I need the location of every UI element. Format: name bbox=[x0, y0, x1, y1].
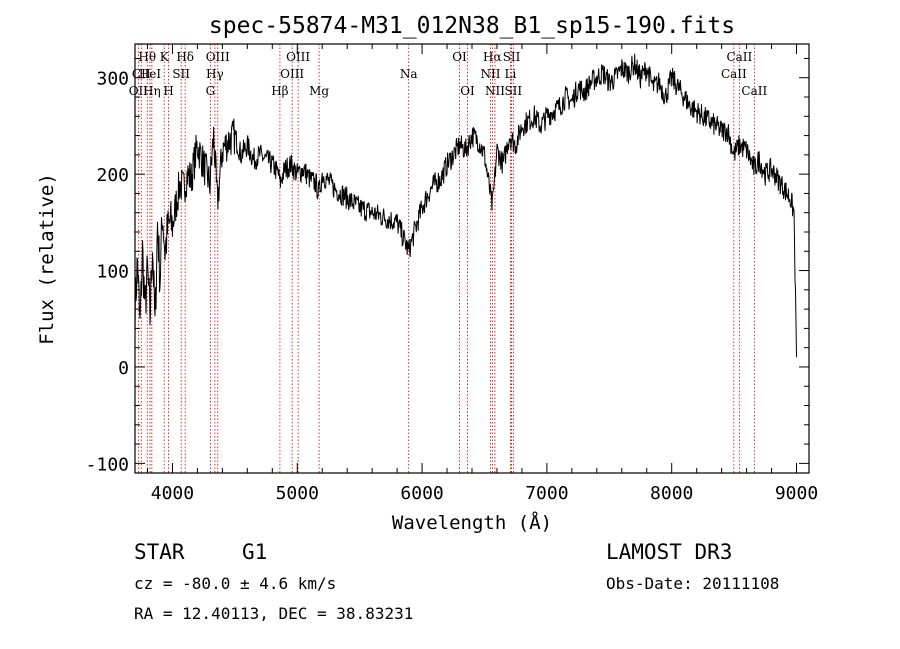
plot-frame bbox=[134, 43, 810, 474]
spectral-line-label: Li bbox=[505, 67, 517, 81]
spectral-line-label: H bbox=[163, 84, 173, 98]
x-tick-label: 9000 bbox=[775, 483, 818, 504]
x-tick-label: 5000 bbox=[276, 483, 319, 504]
spectral-line-label: OIII bbox=[206, 50, 230, 64]
spectral-line-label: Hβ bbox=[271, 84, 288, 98]
survey-name: LAMOST DR3 bbox=[606, 540, 733, 564]
y-tick-label: 0 bbox=[118, 358, 129, 379]
axis-ticks: 4000 5000 6000 7000 8000 9000 -100 0 100 200 300 bbox=[86, 44, 818, 504]
spectral-line-label: SII bbox=[504, 84, 522, 98]
spectral-line-label: Mg bbox=[309, 84, 329, 98]
spectral-line-label: Hθ bbox=[138, 50, 156, 64]
spectral-line-label: OI bbox=[452, 50, 467, 64]
y-tick-label: 300 bbox=[96, 69, 129, 90]
object-class: STAR bbox=[134, 540, 185, 564]
spectrum-series bbox=[134, 53, 797, 358]
spectral-line-label: Hη bbox=[143, 84, 161, 98]
x-axis-label: Wavelength (Å) bbox=[392, 511, 552, 534]
y-axis-label: Flux (relative) bbox=[36, 173, 58, 345]
spectral-line-label: G bbox=[206, 84, 216, 98]
chart-title: spec-55874-M31_012N38_B1_sp15-190.fits bbox=[209, 13, 735, 39]
x-tick-label: 4000 bbox=[151, 483, 194, 504]
spectral-line-label: CaII bbox=[721, 67, 747, 81]
coordinates: RA = 12.40113, DEC = 38.83231 bbox=[134, 604, 414, 623]
x-tick-label: 8000 bbox=[650, 483, 693, 504]
spectral-line-label: NII bbox=[485, 84, 505, 98]
spectral-line-label: NII bbox=[480, 67, 500, 81]
spectral-line-label: OIII bbox=[280, 67, 304, 81]
spectrum-line bbox=[134, 53, 797, 358]
x-tick-label: 7000 bbox=[525, 483, 568, 504]
spectral-line-label: Hα bbox=[483, 50, 502, 64]
spectral-line-label: Hδ bbox=[176, 50, 194, 64]
spectral-line-label: Hγ bbox=[206, 67, 224, 81]
spectral-line-label: OII bbox=[129, 84, 149, 98]
y-tick-label: -100 bbox=[86, 454, 129, 475]
spectral-line-label: SII bbox=[172, 67, 190, 81]
x-tick-label: 6000 bbox=[400, 483, 443, 504]
spectral-line-label: Na bbox=[400, 67, 418, 81]
spectral-line-label: CaII bbox=[741, 84, 767, 98]
spectral-line-label: K bbox=[160, 50, 170, 64]
y-tick-label: 200 bbox=[96, 165, 129, 186]
spectral-line-label: HeI bbox=[139, 67, 162, 81]
obs-date: Obs-Date: 20111108 bbox=[606, 574, 780, 593]
y-tick-label: 100 bbox=[96, 262, 129, 283]
spectral-line-label: OI bbox=[460, 84, 475, 98]
velocity-readout: cz = -80.0 ± 4.6 km/s bbox=[134, 574, 337, 593]
spectral-line-label: SII bbox=[503, 50, 521, 64]
object-subclass: G1 bbox=[242, 540, 268, 564]
spectral-line-label: OIII bbox=[286, 50, 310, 64]
spectral-line-label: CaII bbox=[726, 50, 752, 64]
